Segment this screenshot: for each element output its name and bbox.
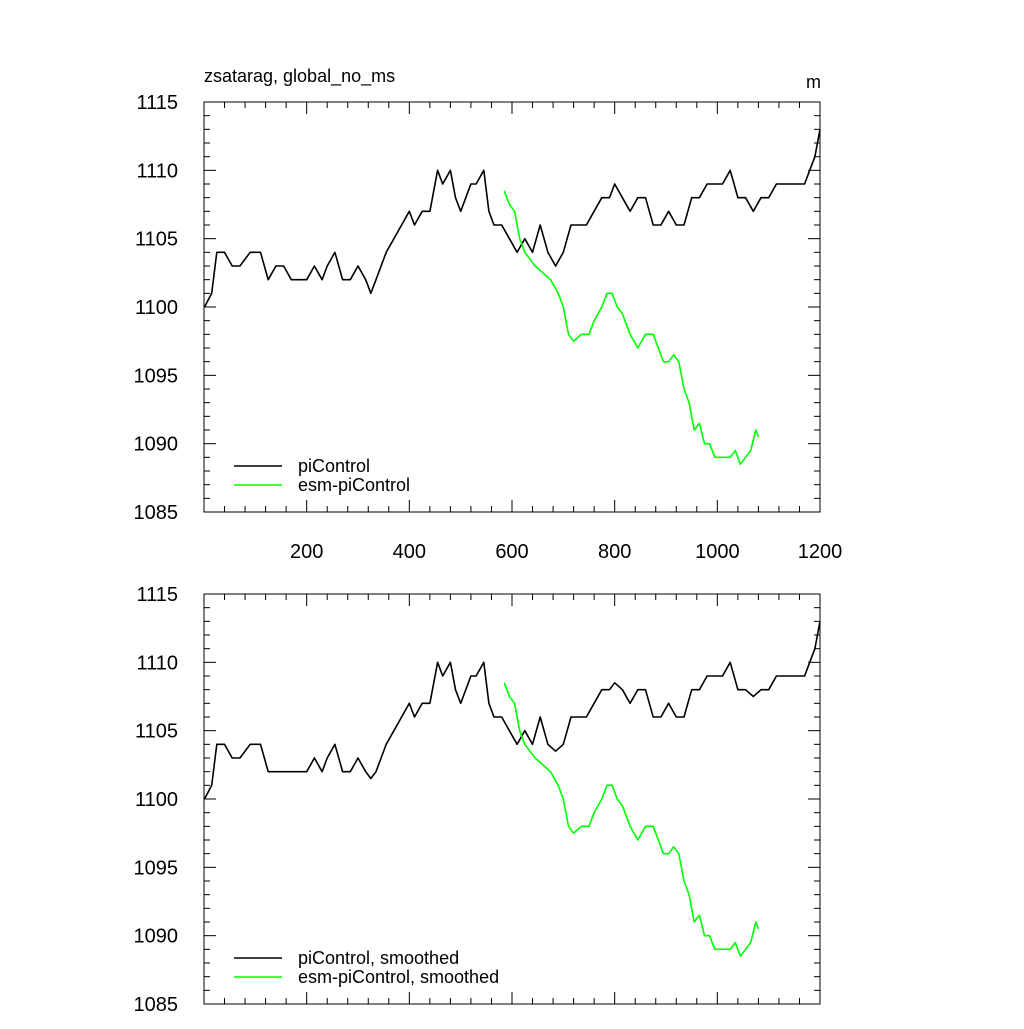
top-panel: zsatarag, global_no_ms m 1085 1090 1095 110… (134, 66, 843, 563)
x-tick-label: 400 (393, 541, 426, 563)
x-tick-label: 600 (495, 541, 528, 563)
x-tick-label: 1000 (695, 541, 740, 563)
x-tick-label: 200 (290, 541, 323, 563)
y-tick-label: 1110 (136, 160, 178, 182)
legend-label: piControl (298, 456, 370, 476)
y-tick-label: 1100 (135, 789, 178, 811)
legend-label: piControl, smoothed (298, 948, 459, 968)
y-tick-label: 1105 (135, 229, 178, 251)
series-line-picontrol (203, 621, 821, 800)
x-tick-label: 800 (598, 541, 631, 563)
legend-label: esm-piControl, smoothed (298, 967, 499, 987)
y-tick-label: 1095 (134, 365, 179, 387)
series-line-picontrol (203, 129, 821, 308)
y-tick-label: 1100 (135, 297, 178, 319)
y-tick-label: 1115 (136, 584, 178, 606)
y-tick-label: 1110 (136, 652, 178, 674)
y-tick-label: 1090 (134, 926, 179, 948)
y-tick-label: 1095 (134, 857, 179, 879)
bottom-panel: 1085 1090 1095 1100 1105 1110 1115 piControl, s… (134, 584, 821, 1016)
plot-frame (203, 101, 821, 513)
x-tick-label: 1200 (798, 541, 843, 563)
y-tick-label: 1090 (134, 434, 179, 456)
plot-frame (203, 593, 821, 1005)
y-tick-label: 1105 (135, 721, 178, 743)
units-label: m (806, 72, 821, 92)
series-line-esm-picontrol (503, 682, 760, 958)
legend-label: esm-piControl (298, 475, 410, 495)
series-line-esm-picontrol (503, 190, 760, 466)
y-tick-label: 1085 (134, 502, 179, 524)
y-tick-label: 1085 (134, 994, 179, 1016)
y-tick-label: 1115 (136, 92, 178, 114)
chart-title: zsatarag, global_no_ms (204, 66, 395, 87)
